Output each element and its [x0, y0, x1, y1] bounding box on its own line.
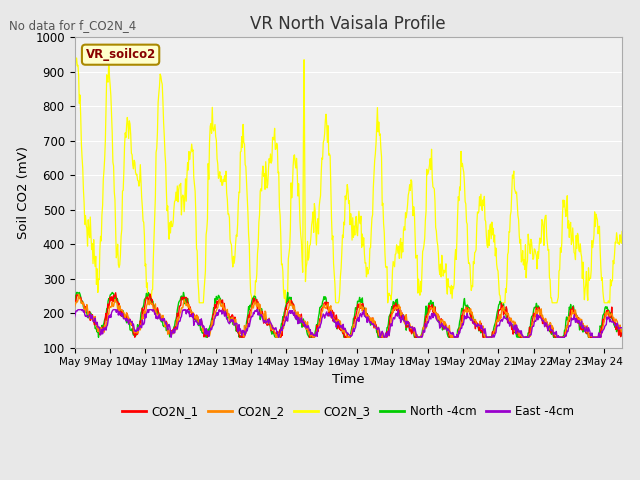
- Y-axis label: Soil CO2 (mV): Soil CO2 (mV): [17, 146, 29, 239]
- Title: VR North Vaisala Profile: VR North Vaisala Profile: [250, 15, 446, 33]
- Text: No data for f_CO2N_4: No data for f_CO2N_4: [9, 19, 136, 32]
- Text: VR_soilco2: VR_soilco2: [86, 48, 156, 61]
- X-axis label: Time: Time: [332, 373, 365, 386]
- Legend: CO2N_1, CO2N_2, CO2N_3, North -4cm, East -4cm: CO2N_1, CO2N_2, CO2N_3, North -4cm, East…: [118, 400, 579, 422]
